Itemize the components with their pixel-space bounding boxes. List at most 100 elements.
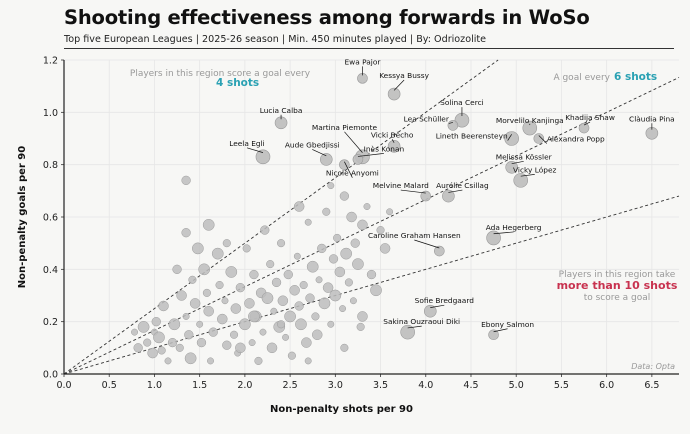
label-leader-line: [448, 189, 463, 193]
point-labels: Ewa Pajor Kessya Bussy Solina Cerci Lea Sch…: [229, 57, 674, 328]
data-point: [225, 266, 238, 278]
reference-line-4-shots: [63, 59, 499, 375]
data-point: [131, 328, 138, 336]
data-point: [327, 320, 335, 328]
x-tick-label: 2.5: [283, 380, 298, 391]
labeled-data-point: [434, 245, 445, 257]
player-label: Vicki Bècho: [371, 130, 414, 139]
data-point: [386, 208, 394, 216]
data-point: [221, 297, 229, 305]
labeled-data-point: [423, 304, 437, 318]
data-point: [283, 269, 293, 280]
annotation-ten-shots-highlight: more than 10 shots: [557, 279, 678, 292]
data-point: [329, 289, 342, 302]
data-point: [328, 254, 339, 264]
data-point: [277, 320, 286, 329]
data-point: [327, 182, 335, 190]
label-leader-line: [400, 189, 426, 194]
data-point: [259, 328, 267, 336]
data-point: [248, 310, 260, 323]
data-point: [271, 277, 282, 288]
player-label: Sofie Bredgaard: [415, 296, 475, 305]
data-point: [284, 310, 296, 323]
player-label: Aude Gbedjissi: [285, 140, 340, 149]
data-point: [379, 243, 391, 254]
player-label: Martina Piemonte: [312, 123, 378, 132]
player-label: Inès Konan: [364, 144, 405, 153]
label-leader-line: [393, 79, 405, 91]
data-point: [322, 207, 331, 216]
y-tick-label: 0.8: [43, 160, 58, 171]
annotation-ten-shots-line3: to score a goal: [584, 293, 651, 303]
chart-subtitle: Top five European Leagues | 2025-26 seas…: [64, 34, 487, 45]
x-tick-label: 1.0: [147, 380, 162, 391]
annotation-six-shots-text: A goal every: [553, 73, 610, 83]
y-tick-label: 0.0: [43, 370, 58, 381]
x-tick-label: 4.5: [463, 380, 478, 391]
data-point: [293, 252, 301, 260]
player-label: Aurélie Csillag: [436, 181, 489, 190]
data-point: [363, 203, 371, 210]
data-point: [248, 339, 256, 347]
player-label: Ewa Pajor: [345, 57, 382, 66]
data-point: [287, 351, 296, 360]
data-point: [305, 293, 315, 303]
labeled-data-point: [442, 189, 455, 203]
data-point: [203, 305, 214, 317]
label-leader-line: [511, 160, 524, 165]
data-point: [340, 247, 353, 260]
data-point: [294, 301, 304, 311]
labeled-data-point: [420, 190, 432, 202]
y-tick-label: 0.6: [43, 213, 58, 224]
data-point: [356, 322, 365, 331]
data-point: [207, 357, 214, 365]
label-leader-line: [493, 328, 508, 333]
y-axis-title: Non-penalty goals per 90: [17, 146, 28, 288]
data-point: [315, 276, 323, 284]
data-point: [164, 357, 172, 365]
player-label: Lineth Beerensteyn: [436, 132, 508, 141]
data-point: [153, 331, 165, 344]
title-rule: [64, 48, 674, 49]
labeled-data-point: [447, 120, 459, 131]
data-point: [277, 295, 289, 306]
data-point: [181, 175, 191, 186]
labeled-data-point: [486, 230, 501, 246]
data-point: [334, 266, 346, 278]
x-tick-label: 6.5: [644, 380, 659, 391]
labeled-data-point: [505, 160, 518, 174]
player-label: Lucia Calba: [260, 106, 303, 115]
labeled-data-point: [387, 140, 401, 153]
label-leader-line: [357, 153, 384, 157]
data-point: [158, 300, 169, 312]
label-leader-line: [344, 161, 353, 178]
player-label: Kessya Bussy: [379, 71, 429, 80]
data-point: [184, 352, 197, 365]
player-label: Ada Hegerberg: [486, 223, 542, 232]
x-tick-label: 3.0: [328, 380, 343, 391]
data-point: [151, 317, 161, 327]
data-point: [266, 342, 278, 354]
data-point: [230, 303, 242, 314]
data-point: [176, 290, 187, 301]
data-point: [277, 239, 286, 248]
axes: 0.0 0.5 1.0 1.5 2.0 2.5 3.0 3.5 4.0 4.5 5.0 5.5 6.0 6…: [17, 56, 679, 415]
reference-lines: [63, 59, 680, 375]
x-tick-label: 6.0: [599, 380, 614, 391]
data-credit: Data: Opta: [631, 362, 675, 371]
data-point: [198, 263, 211, 276]
data-point: [211, 247, 224, 260]
data-point: [346, 211, 357, 223]
annotation-ten-shots-line1: Players in this region take: [559, 270, 676, 280]
data-point: [143, 338, 152, 347]
data-point: [311, 329, 323, 340]
label-leader-line: [407, 325, 422, 329]
data-point: [235, 283, 246, 293]
labeled-data-point: [255, 149, 271, 165]
data-point: [306, 260, 319, 273]
data-point: [182, 312, 190, 320]
y-tick-label: 1.0: [43, 108, 58, 119]
labeled-data-point: [578, 122, 590, 134]
data-point: [339, 191, 350, 201]
